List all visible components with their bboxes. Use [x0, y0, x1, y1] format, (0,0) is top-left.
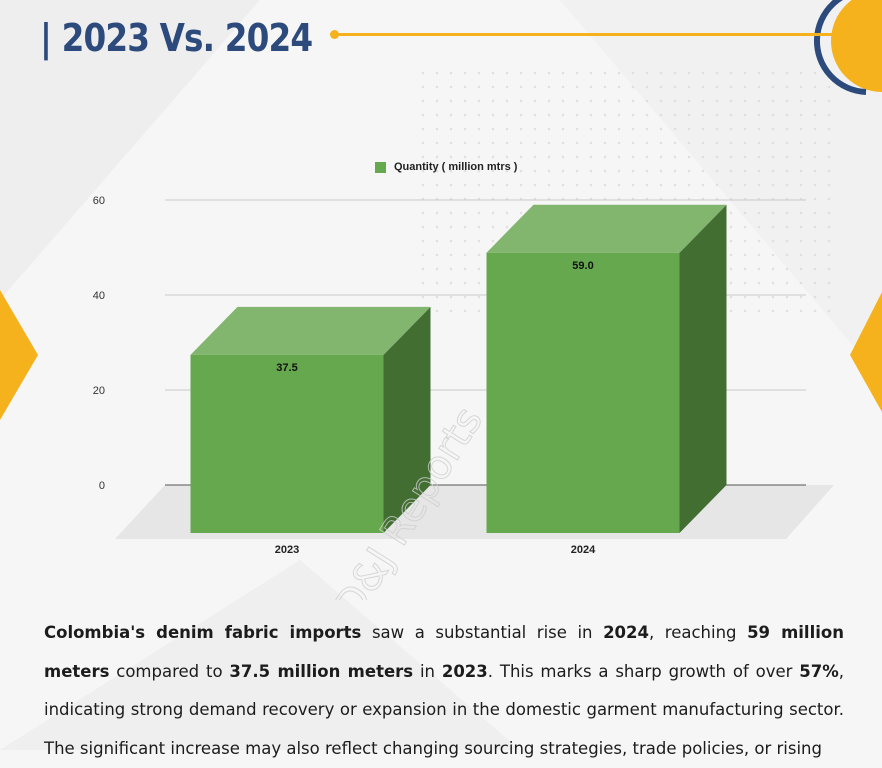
description-part: 2024	[603, 623, 649, 642]
left-arrow-shape	[0, 290, 38, 420]
legend-label: Quantity ( million mtrs )	[394, 161, 518, 173]
bar-2023	[190, 306, 431, 533]
description-part: 37.5 million meters	[229, 661, 414, 681]
bar-2024	[486, 204, 727, 533]
page-title: | 2023 Vs. 2024	[40, 16, 313, 60]
description-part: . This marks a sharp growth of over	[487, 661, 800, 681]
right-arrow-shape	[850, 292, 882, 412]
legend-swatch	[375, 161, 386, 173]
data-label: 37.5	[276, 362, 297, 374]
description-part: Colombia's denim fabric imports	[44, 623, 362, 642]
corner-accent-shape	[831, 0, 882, 92]
title-rule	[331, 33, 839, 36]
bar-side	[679, 204, 727, 533]
y-tick-label: 40	[93, 290, 105, 302]
bar-top	[486, 204, 727, 253]
corner-accent-ring	[813, 0, 867, 95]
bar-side	[383, 306, 431, 533]
data-label: 59.0	[572, 260, 593, 272]
description-part: in	[413, 661, 442, 681]
bar-front	[486, 252, 680, 533]
x-tick-label: 2024	[571, 544, 596, 556]
description-part: 2023	[441, 661, 488, 681]
description-part: 59 million meters	[44, 623, 844, 681]
page-background	[0, 0, 882, 420]
y-tick-label: 20	[93, 385, 105, 397]
page-title-block: | 2023 Vs. 2024	[40, 8, 357, 68]
chart-legend: Quantity ( million mtrs )	[375, 161, 517, 173]
x-tick-label: 2023	[275, 544, 299, 556]
bar-front	[190, 354, 384, 533]
description-paragraph: Colombia's denim fabric imports saw a su…	[44, 614, 844, 768]
description-part: 57%	[799, 661, 839, 681]
description-part: compared to	[109, 661, 230, 681]
y-tick-label: 60	[93, 195, 105, 207]
bar-top	[190, 306, 431, 355]
description-part: saw a substantial rise in	[361, 623, 604, 642]
description-part: , reaching	[649, 623, 748, 642]
y-tick-label: 0	[99, 480, 105, 492]
